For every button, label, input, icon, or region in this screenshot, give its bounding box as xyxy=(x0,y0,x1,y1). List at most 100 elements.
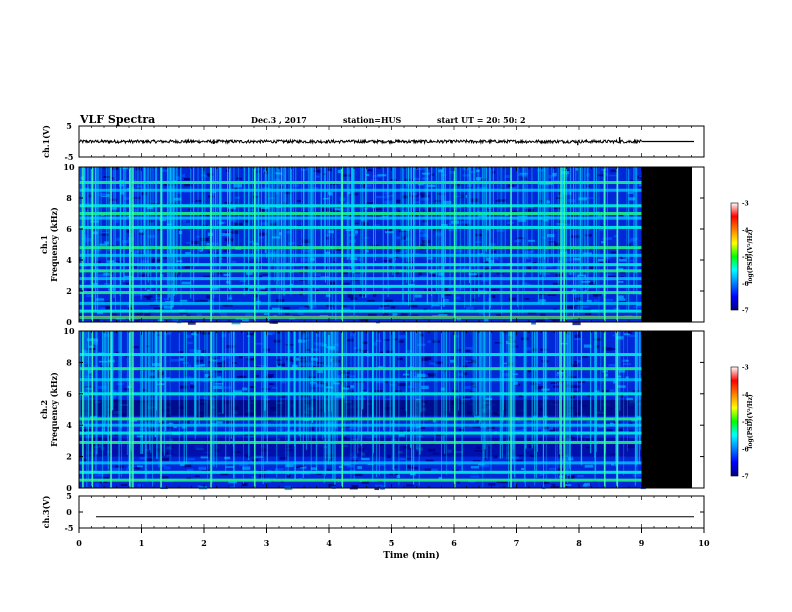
sferic-line xyxy=(220,167,222,265)
noise-speckle xyxy=(181,281,191,285)
sferic-line xyxy=(358,331,360,440)
noise-speckle xyxy=(539,473,545,476)
sferic-line xyxy=(314,167,316,305)
sferic-line xyxy=(312,167,314,263)
sferic-line xyxy=(216,331,218,468)
sferic-line xyxy=(126,331,128,455)
sferic-line xyxy=(619,331,621,411)
sferic-line xyxy=(353,331,355,481)
noise-speckle xyxy=(536,420,542,424)
noise-speckle xyxy=(516,459,523,463)
noise-speckle xyxy=(422,240,431,244)
noise-speckle xyxy=(228,486,234,489)
emission-band xyxy=(79,392,642,396)
noise-speckle xyxy=(176,176,180,180)
noise-speckle xyxy=(518,394,525,398)
noise-speckle xyxy=(639,176,644,180)
noise-speckle xyxy=(622,360,626,362)
burst-line xyxy=(110,167,112,322)
noise-speckle xyxy=(98,360,108,363)
sferic-line xyxy=(164,331,167,432)
noise-speckle xyxy=(420,198,430,201)
noise-speckle xyxy=(276,331,281,334)
noise-speckle xyxy=(384,200,393,205)
noise-speckle xyxy=(104,283,111,286)
noise-speckle xyxy=(150,203,160,205)
noise-speckle xyxy=(224,456,231,460)
noise-speckle xyxy=(516,237,525,240)
sferic-line xyxy=(472,331,474,416)
noise-speckle xyxy=(249,386,257,389)
sferic-line xyxy=(302,167,305,248)
noise-speckle xyxy=(380,304,390,307)
noise-speckle xyxy=(626,397,633,401)
noise-speckle xyxy=(178,231,183,235)
noise-speckle xyxy=(547,294,556,296)
noise-speckle xyxy=(584,313,592,316)
sferic-line xyxy=(130,331,132,452)
noise-speckle xyxy=(416,425,421,428)
noise-speckle xyxy=(282,202,287,206)
noise-speckle xyxy=(228,206,236,210)
noise-speckle xyxy=(171,318,179,322)
noise-speckle xyxy=(549,428,559,432)
noise-speckle xyxy=(353,473,363,476)
emission-band xyxy=(79,353,642,357)
noise-speckle xyxy=(617,385,626,388)
sferic-line xyxy=(79,331,81,420)
noise-speckle xyxy=(180,299,188,302)
noise-speckle xyxy=(346,339,354,342)
sferic-line xyxy=(456,167,457,249)
sferic-line xyxy=(285,167,286,248)
noise-speckle xyxy=(572,321,581,326)
emission-band xyxy=(79,431,642,435)
noise-speckle xyxy=(535,385,545,390)
noise-speckle xyxy=(275,359,282,361)
noise-speckle xyxy=(421,357,429,362)
noise-speckle xyxy=(143,214,150,219)
noise-speckle xyxy=(417,183,424,186)
noise-speckle xyxy=(119,184,125,187)
sferic-line xyxy=(638,331,641,464)
sferic-line xyxy=(479,331,481,423)
x-tick-label: 7 xyxy=(514,538,520,548)
noise-speckle xyxy=(548,426,553,430)
noise-speckle xyxy=(603,172,609,177)
noise-speckle xyxy=(564,223,572,226)
noise-speckle xyxy=(348,427,356,430)
noise-speckle xyxy=(436,214,440,217)
emission-band xyxy=(79,277,642,281)
noise-speckle xyxy=(366,184,372,188)
emission-band xyxy=(79,316,642,319)
colorbar-tick-label: -5 xyxy=(742,254,749,261)
noise-speckle xyxy=(326,468,332,472)
sferic-line xyxy=(623,331,625,476)
noise-speckle xyxy=(223,386,232,389)
noise-speckle xyxy=(396,236,403,240)
noise-speckle xyxy=(103,176,112,178)
noise-speckle xyxy=(225,466,235,468)
noise-speckle xyxy=(474,415,480,419)
sferic-line xyxy=(626,331,628,452)
noise-speckle xyxy=(266,374,274,378)
sferic-line xyxy=(577,331,578,442)
noise-speckle xyxy=(491,295,496,299)
noise-speckle xyxy=(622,363,631,365)
noise-speckle xyxy=(384,379,388,384)
noise-speckle xyxy=(343,202,350,205)
noise-speckle xyxy=(328,281,337,286)
sferic-line xyxy=(315,331,318,472)
sferic-line xyxy=(310,331,312,473)
noise-speckle xyxy=(531,321,536,325)
sferic-line xyxy=(319,331,321,434)
sferic-line xyxy=(445,167,446,265)
noise-speckle xyxy=(257,365,267,368)
noise-speckle xyxy=(567,198,575,203)
noise-speckle xyxy=(472,298,477,302)
noise-speckle xyxy=(386,228,394,232)
sferic-line xyxy=(287,331,289,476)
sferic-line xyxy=(280,331,282,435)
sferic-line xyxy=(320,167,322,249)
noise-speckle xyxy=(556,267,564,271)
noise-speckle xyxy=(98,192,107,197)
